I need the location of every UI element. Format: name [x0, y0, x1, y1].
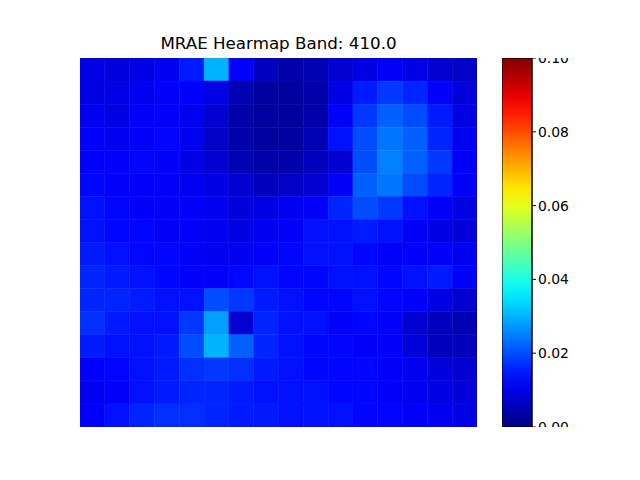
- svg-text:0.08: 0.08: [538, 124, 569, 140]
- svg-text:0.02: 0.02: [538, 345, 569, 361]
- svg-text:0.04: 0.04: [538, 271, 569, 287]
- svg-text:0.00: 0.00: [538, 419, 569, 427]
- html-text:MRAE Hearmap Band: 410.0: MRAE Hearmap Band: 410.0: [160, 33, 397, 53]
- svg-text:0.06: 0.06: [538, 198, 569, 214]
- svg-text:0.10: 0.10: [538, 58, 569, 66]
